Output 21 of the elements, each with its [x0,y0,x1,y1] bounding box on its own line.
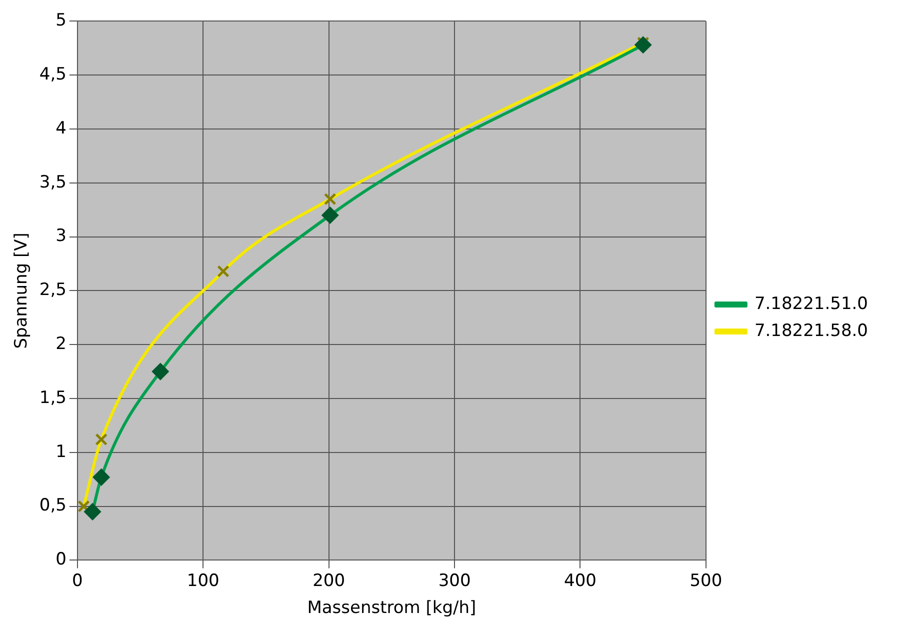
y-tick-label: 3,5 [39,172,66,192]
y-axis-title: Spannung [V] [12,232,32,349]
y-tick-label: 5 [56,10,66,31]
y-tick-label: 0,5 [39,496,66,516]
y-tick-label: 2,5 [39,280,66,300]
x-tick-label: 0 [72,570,83,591]
y-tick-label: 1 [56,442,66,462]
y-tick-label: 2 [56,334,66,354]
x-tick-label: 500 [690,570,722,591]
y-tick-label: 4,5 [39,64,66,85]
y-tick-label: 3 [56,226,66,246]
legend-label: 7.18221.58.0 [754,320,868,341]
y-tick-label: 0 [56,550,66,570]
x-tick-label: 300 [438,570,471,591]
y-tick-label: 1,5 [39,388,66,408]
x-tick-label: 100 [186,570,220,591]
x-axis-title: Massenstrom [kg/h] [307,598,476,618]
legend-label: 7.18221.51.0 [754,294,868,314]
y-tick-label: 4 [56,118,66,138]
x-tick-label: 400 [564,570,596,591]
x-tick-label: 200 [312,570,346,591]
